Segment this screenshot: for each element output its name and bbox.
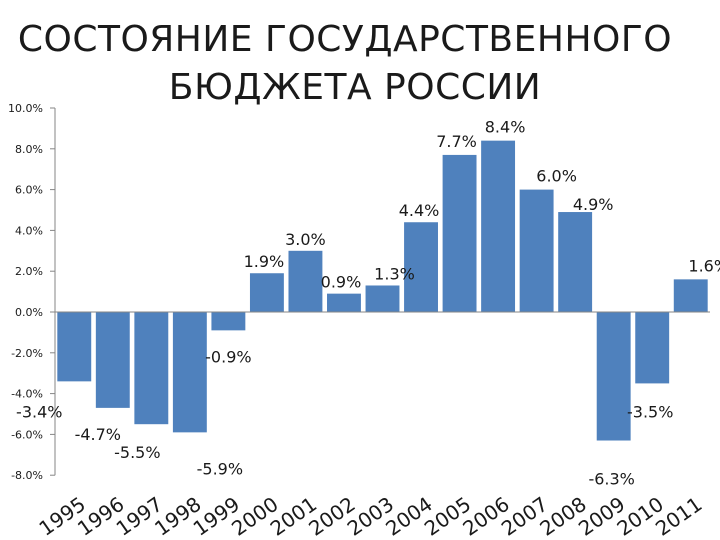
data-label-2003: 1.3% (374, 264, 415, 283)
data-label-2006: 8.4% (485, 118, 526, 137)
bar-2006 (481, 140, 516, 312)
data-label-2005: 7.7% (436, 132, 477, 151)
y-tick-label: -6.0% (11, 428, 43, 441)
data-label-2011: 1.6% (688, 256, 720, 275)
y-tick-label: 8.0% (15, 143, 43, 156)
data-label-1996: -4.7% (75, 425, 121, 444)
y-tick-label: 6.0% (15, 184, 43, 197)
bar-2010 (635, 312, 670, 384)
bar-2003 (365, 285, 400, 312)
bar-1999 (211, 312, 246, 331)
y-tick-label: -2.0% (11, 347, 43, 360)
data-label-2009: -6.3% (588, 470, 634, 489)
bar-2001 (288, 250, 323, 312)
bar-2005 (442, 154, 477, 312)
bar-2008 (558, 212, 593, 312)
data-label-1995: -3.4% (16, 402, 62, 421)
data-label-2010: -3.5% (627, 402, 673, 421)
bar-2011 (673, 279, 708, 312)
data-label-1997: -5.5% (114, 443, 160, 462)
data-label-2007: 6.0% (536, 167, 577, 186)
bar-1996 (95, 312, 130, 408)
data-label-2008: 4.9% (573, 195, 614, 214)
y-tick-label: -4.0% (11, 388, 43, 401)
data-label-1998: -5.9% (197, 459, 243, 478)
chart-title-line-2: БЮДЖЕТА РОССИИ (168, 67, 542, 108)
bar-2007 (519, 189, 554, 312)
y-tick-label: -8.0% (11, 469, 43, 482)
data-label-2000: 1.9% (244, 252, 285, 271)
bar-1998 (172, 312, 207, 433)
x-tick-label-2011: 2011 (651, 492, 706, 540)
bar-2009 (596, 312, 631, 441)
data-label-2001: 3.0% (285, 230, 326, 249)
y-tick-label: 2.0% (15, 265, 43, 278)
bar-2004 (404, 222, 438, 312)
data-label-1999: -0.9% (205, 347, 251, 366)
bar-1995 (57, 312, 92, 382)
data-label-2002: 0.9% (321, 273, 362, 292)
bar-2002 (327, 293, 361, 312)
y-tick-label: 4.0% (15, 224, 43, 237)
bar-1997 (134, 312, 169, 425)
bar-2000 (249, 273, 284, 312)
chart-title-line-1: СОСТОЯНИЕ ГОСУДАРСТВЕННОГО (17, 19, 673, 60)
y-tick-label: 10.0% (8, 102, 43, 115)
data-label-2004: 4.4% (399, 201, 440, 220)
y-tick-label: 0.0% (15, 306, 43, 319)
